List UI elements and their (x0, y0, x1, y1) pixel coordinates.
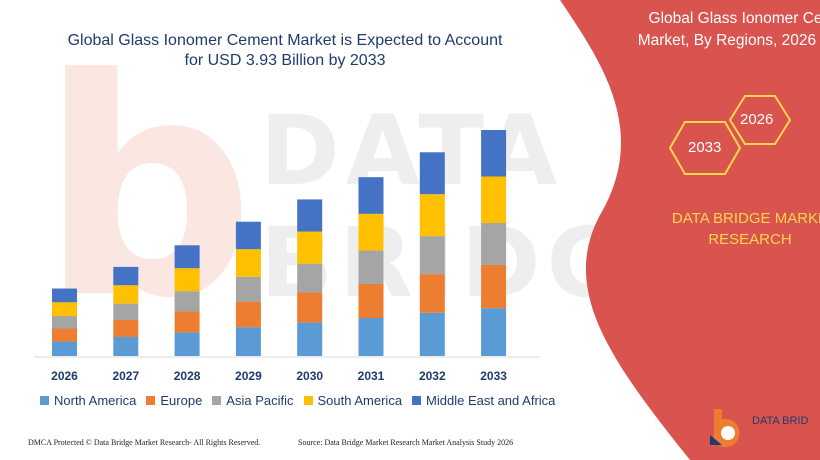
bar-segment-2029-north-america (235, 327, 261, 356)
footer-copyright: DMCA Protected © Data Bridge Market Rese… (28, 438, 261, 447)
bar-segment-2028-south-america (174, 268, 200, 292)
hex-year-2033-label: 2033 (688, 139, 722, 156)
bar-segment-2031-south-america (358, 213, 384, 251)
bar-segment-2031-asia-pacific (358, 250, 384, 284)
side-panel-title: Global Glass Ionomer Cem Market, By Regi… (637, 10, 820, 49)
chart-legend: North America Europe Asia Pacific South Ame… (40, 393, 565, 408)
bar-segment-2027-south-america (113, 285, 139, 304)
hexagon-2033 (668, 121, 742, 175)
legend-swatch (146, 396, 156, 405)
bar-segment-2027-europe (113, 319, 139, 338)
bar-segment-2029-asia-pacific (235, 276, 261, 302)
legend-label: North America (54, 393, 137, 408)
bar-segment-2027-north-america (113, 337, 139, 356)
bar-segment-2026-north-america (52, 341, 77, 356)
bar-segment-2029-europe (235, 301, 261, 328)
footer-source: Source: Data Bridge Market Research Mark… (298, 438, 514, 447)
legend-label: South America (317, 393, 403, 408)
bar-segment-2028-north-america (174, 332, 200, 356)
bar-segment-2026-europe (52, 328, 77, 342)
legend-item-asia-pacific: Asia Pacific (212, 393, 294, 408)
x-tick-label-2027: 2027 (112, 369, 139, 383)
bar-segment-2033-europe (481, 264, 507, 309)
bar-segment-2031-middle-east-and-africa (358, 177, 384, 214)
bar-segment-2028-asia-pacific (174, 291, 200, 312)
bar-segment-2027-middle-east-and-africa (113, 266, 139, 286)
bar-segment-2033-asia-pacific (481, 223, 507, 265)
x-tick-label-2026: 2026 (51, 369, 78, 383)
legend-item-europe: Europe (146, 393, 202, 408)
legend-item-south-america: South America (303, 393, 403, 408)
hexagon-2026 (728, 95, 792, 145)
x-tick-label-2033: 2033 (480, 369, 507, 383)
legend-item-middle-east-and-africa: Middle East and Africa (412, 393, 555, 408)
bar-segment-2033-south-america (481, 176, 507, 224)
bar-segment-2033-north-america (481, 308, 507, 356)
bar-segment-2032-middle-east-and-africa (419, 152, 445, 195)
x-tick-label-2032: 2032 (419, 369, 446, 383)
legend-swatch (40, 396, 49, 405)
x-tick-label-2031: 2031 (358, 369, 385, 383)
bar-segment-2026-south-america (52, 302, 77, 317)
stacked-bar-chart: 2026 2027 2028 2029 2030 2031 2032 2033 (34, 130, 540, 383)
bar-segment-2030-north-america (297, 322, 323, 356)
bar-segment-2029-south-america (235, 249, 261, 277)
bar-segment-2032-europe (419, 274, 445, 313)
x-tick-label-2028: 2028 (174, 369, 201, 383)
legend-item-north-america: North America (40, 393, 136, 408)
bar-segment-2032-north-america (419, 312, 445, 356)
brand-logo-text: DATA BRID (752, 415, 809, 427)
legend-label: Europe (160, 393, 203, 408)
legend-label: Middle East and Africa (426, 393, 556, 408)
bar-segment-2032-south-america (419, 194, 445, 237)
x-tick-label-2029: 2029 (235, 369, 262, 383)
bar-segment-2027-asia-pacific (113, 303, 139, 320)
bar-segment-2031-north-america (358, 318, 384, 356)
bar-segment-2030-south-america (297, 231, 323, 264)
chart-title: Global Glass Ionomer Cement Market is Ex… (67, 32, 503, 69)
bar-segment-2033-middle-east-and-africa (481, 130, 507, 177)
x-tick-label-2030: 2030 (296, 369, 323, 383)
legend-label: Asia Pacific (226, 393, 294, 408)
bar-segment-2026-middle-east-and-africa (52, 288, 77, 303)
legend-swatch (412, 396, 422, 405)
bar-segment-2030-middle-east-and-africa (297, 199, 323, 232)
bar-segment-2030-asia-pacific (297, 263, 323, 293)
bar-segment-2026-asia-pacific (52, 316, 77, 329)
side-panel-brand: DATA BRIDGE MARKE RESEARCH (671, 210, 820, 248)
bar-segment-2031-europe (358, 283, 384, 319)
legend-swatch (212, 396, 222, 405)
legend-swatch (303, 396, 313, 405)
bar-segment-2030-europe (297, 292, 323, 323)
bar-segment-2028-europe (174, 311, 200, 333)
brand-logo-icon (710, 409, 740, 447)
bar-segment-2032-asia-pacific (419, 236, 445, 275)
bar-segment-2028-middle-east-and-africa (174, 245, 200, 269)
bar-segment-2029-middle-east-and-africa (235, 221, 261, 250)
hex-year-2026-label: 2026 (740, 111, 774, 128)
